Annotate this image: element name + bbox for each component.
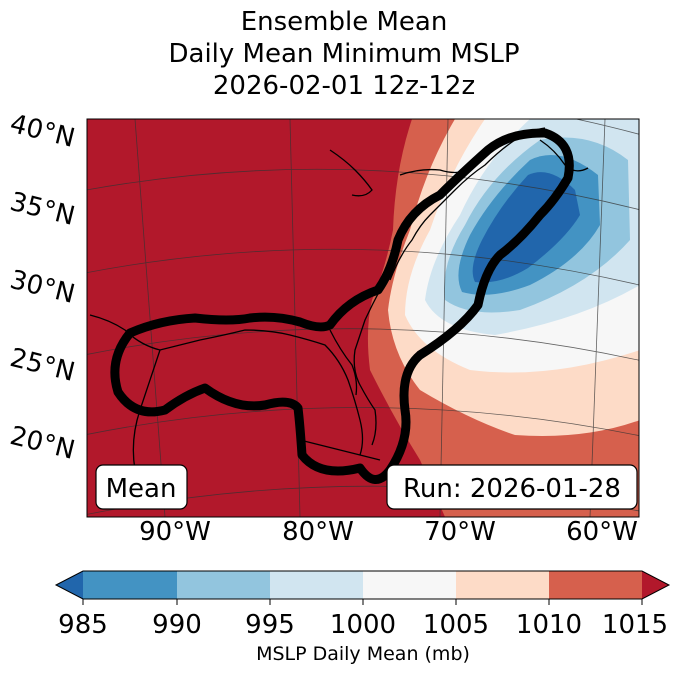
colorbar-band-1005-1010 <box>456 571 549 599</box>
lon-label-90: 90°W <box>139 517 211 547</box>
mean-box <box>95 464 188 510</box>
run-box <box>386 464 638 510</box>
run-label: Run: 2026-01-28 <box>403 474 621 504</box>
colorbar-band-1000-1005 <box>363 571 456 599</box>
colorbar-tick-1015: 1015 <box>602 610 668 640</box>
lat-label-30: 30°N <box>7 265 78 310</box>
colorbar-title: MSLP Daily Mean (mb) <box>256 643 470 665</box>
colorbar-tick-985: 985 <box>58 610 108 640</box>
lon-label-80: 80°W <box>282 517 354 547</box>
lon-label-70: 70°W <box>424 517 496 547</box>
colorbar-band-1010-1015 <box>549 571 642 599</box>
colorbar-band-990-995 <box>177 571 270 599</box>
title-line-3: 2026-02-01 12z-12z <box>212 71 476 101</box>
colorbar-ticks <box>82 599 643 605</box>
colorbar-tick-995: 995 <box>245 610 295 640</box>
colorbar-tick-1000: 1000 <box>330 610 396 640</box>
lat-label-40: 40°N <box>7 109 78 154</box>
map-panel <box>87 119 639 517</box>
lat-label-25: 25°N <box>7 343 78 388</box>
colorbar: 985 990 995 1000 1005 1010 1015 MSLP Dai… <box>54 570 671 665</box>
lat-label-20: 20°N <box>7 421 78 466</box>
colorbar-tick-1005: 1005 <box>423 610 489 640</box>
title-line-1: Ensemble Mean <box>240 7 448 37</box>
colorbar-tick-990: 990 <box>152 610 202 640</box>
lat-label-35: 35°N <box>7 187 78 232</box>
lon-label-60: 60°W <box>566 517 638 547</box>
colorbar-low-extension <box>56 571 83 599</box>
colorbar-tick-1010: 1010 <box>516 610 582 640</box>
map-frame <box>86 118 640 518</box>
title-line-2: Daily Mean Minimum MSLP <box>168 39 520 69</box>
mean-label: Mean <box>106 474 177 504</box>
colorbar-band-985-990 <box>83 571 177 599</box>
uncertainty-cone <box>110 128 574 484</box>
colorbar-high-extension <box>642 571 669 599</box>
colorbar-band-995-1000 <box>270 571 363 599</box>
